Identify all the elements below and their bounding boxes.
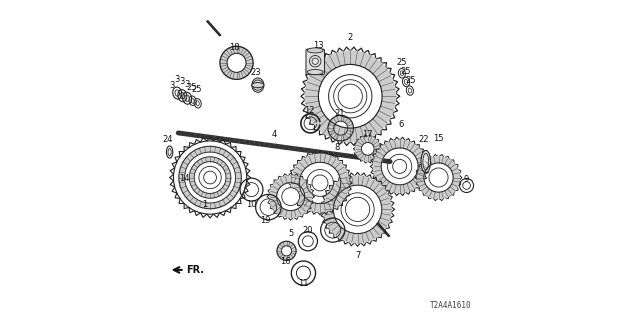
Ellipse shape — [307, 69, 323, 75]
Text: 18: 18 — [229, 43, 240, 52]
Polygon shape — [179, 146, 241, 209]
Text: 20: 20 — [303, 226, 313, 235]
Text: 14: 14 — [179, 174, 189, 183]
Text: 9: 9 — [464, 175, 469, 184]
Circle shape — [312, 175, 328, 191]
Text: 25: 25 — [397, 58, 407, 67]
Ellipse shape — [252, 83, 264, 88]
Text: 15: 15 — [433, 134, 444, 143]
Text: 25: 25 — [187, 83, 197, 92]
Polygon shape — [270, 176, 312, 217]
Ellipse shape — [421, 150, 431, 173]
Text: 25: 25 — [191, 85, 202, 94]
Text: 19: 19 — [260, 216, 271, 225]
Text: 3: 3 — [179, 77, 184, 86]
Polygon shape — [305, 51, 396, 141]
Text: 5: 5 — [288, 229, 293, 238]
Text: 16: 16 — [280, 258, 291, 267]
Polygon shape — [374, 140, 426, 193]
Text: 1: 1 — [202, 200, 207, 209]
Circle shape — [346, 197, 370, 221]
Polygon shape — [189, 157, 231, 198]
Text: 17: 17 — [362, 130, 372, 139]
Text: 13: 13 — [314, 41, 324, 50]
Text: 2: 2 — [348, 33, 353, 42]
Text: 25: 25 — [401, 67, 412, 76]
Circle shape — [282, 188, 300, 205]
Text: 7: 7 — [355, 251, 360, 260]
Polygon shape — [277, 241, 296, 260]
Text: 6: 6 — [399, 120, 404, 130]
Text: 24: 24 — [163, 135, 173, 144]
Text: 25: 25 — [405, 76, 415, 85]
Text: 3: 3 — [184, 80, 189, 89]
Text: 22: 22 — [419, 135, 429, 144]
Polygon shape — [324, 176, 391, 243]
Text: 4: 4 — [271, 130, 276, 139]
Polygon shape — [220, 46, 253, 79]
Text: FR.: FR. — [186, 265, 204, 275]
Polygon shape — [356, 137, 380, 161]
Text: 3: 3 — [169, 81, 175, 90]
Ellipse shape — [252, 78, 264, 92]
Text: 21: 21 — [335, 109, 346, 118]
Text: 8: 8 — [335, 143, 340, 152]
Text: 11: 11 — [298, 279, 308, 288]
Ellipse shape — [307, 48, 323, 53]
Polygon shape — [328, 116, 353, 141]
Text: T2A4A1610: T2A4A1610 — [429, 301, 471, 310]
Text: 10: 10 — [246, 200, 257, 209]
Text: 3: 3 — [174, 75, 179, 84]
Polygon shape — [291, 154, 349, 212]
Text: 12: 12 — [305, 106, 315, 115]
Polygon shape — [418, 157, 460, 198]
Text: 23: 23 — [250, 68, 261, 77]
FancyBboxPatch shape — [306, 49, 324, 75]
